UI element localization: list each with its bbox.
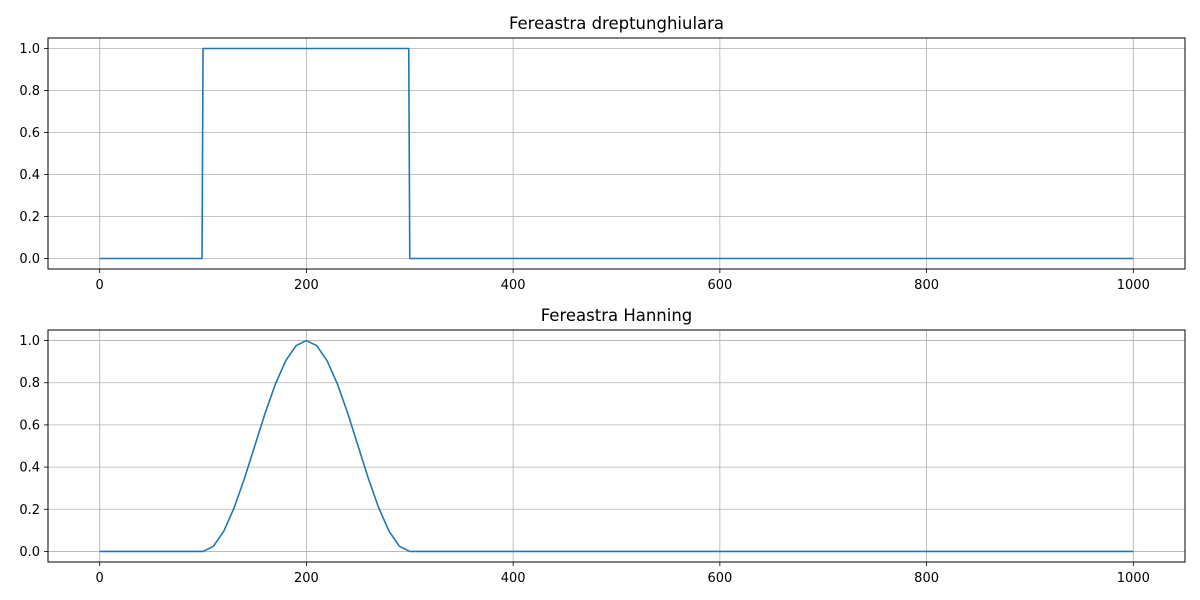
y-tick-label: 0.4	[19, 461, 40, 476]
y-tick-label: 0.4	[19, 168, 40, 183]
x-tick-label: 1000	[1117, 571, 1150, 586]
x-tick-label: 200	[294, 278, 319, 293]
axes-frame-rectangular	[47, 37, 1186, 270]
y-tick-label: 0.8	[19, 376, 40, 391]
series-line-rectangular	[99, 47, 1134, 260]
x-tick-label: 800	[914, 278, 939, 293]
chart-title-hanning: Fereastra Hanning	[541, 306, 693, 325]
x-tick-label: 0	[96, 571, 104, 586]
x-tick-label: 1000	[1117, 278, 1150, 293]
y-tick-label: 1.0	[19, 42, 40, 57]
y-tick-label: 0.2	[19, 503, 40, 518]
x-tick-label: 200	[294, 571, 319, 586]
y-tick-label: 0.0	[19, 545, 40, 560]
x-tick-label: 800	[914, 571, 939, 586]
x-tick-label: 600	[707, 571, 732, 586]
subplot-rectangular-window: 0 200 400 600 800 1000 0.0 0.2 0.4 0.6 0.8 1.0 Fere…	[19, 14, 1186, 293]
y-tick-label: 0.6	[19, 126, 40, 141]
ticks-hanning: 0 200 400 600 800 1000 0.0 0.2 0.4 0.6 0.8 1.0	[19, 334, 1150, 586]
series-line-hanning	[99, 339, 1134, 553]
axes-frame-hanning	[47, 329, 1186, 563]
y-tick-label: 0.0	[19, 252, 40, 267]
subplot-hanning-window: 0 200 400 600 800 1000 0.0 0.2 0.4 0.6 0.8 1.0 Fere…	[19, 306, 1186, 586]
ticks-rectangular: 0 200 400 600 800 1000 0.0 0.2 0.4 0.6 0.8 1.0	[19, 42, 1150, 293]
x-tick-label: 600	[707, 278, 732, 293]
y-tick-label: 0.6	[19, 418, 40, 433]
y-tick-label: 0.8	[19, 84, 40, 99]
y-tick-label: 0.2	[19, 210, 40, 225]
chart-title-rectangular: Fereastra dreptunghiulara	[509, 14, 724, 33]
y-tick-label: 1.0	[19, 334, 40, 349]
x-tick-label: 400	[501, 571, 526, 586]
x-tick-label: 400	[501, 278, 526, 293]
x-tick-label: 0	[96, 278, 104, 293]
